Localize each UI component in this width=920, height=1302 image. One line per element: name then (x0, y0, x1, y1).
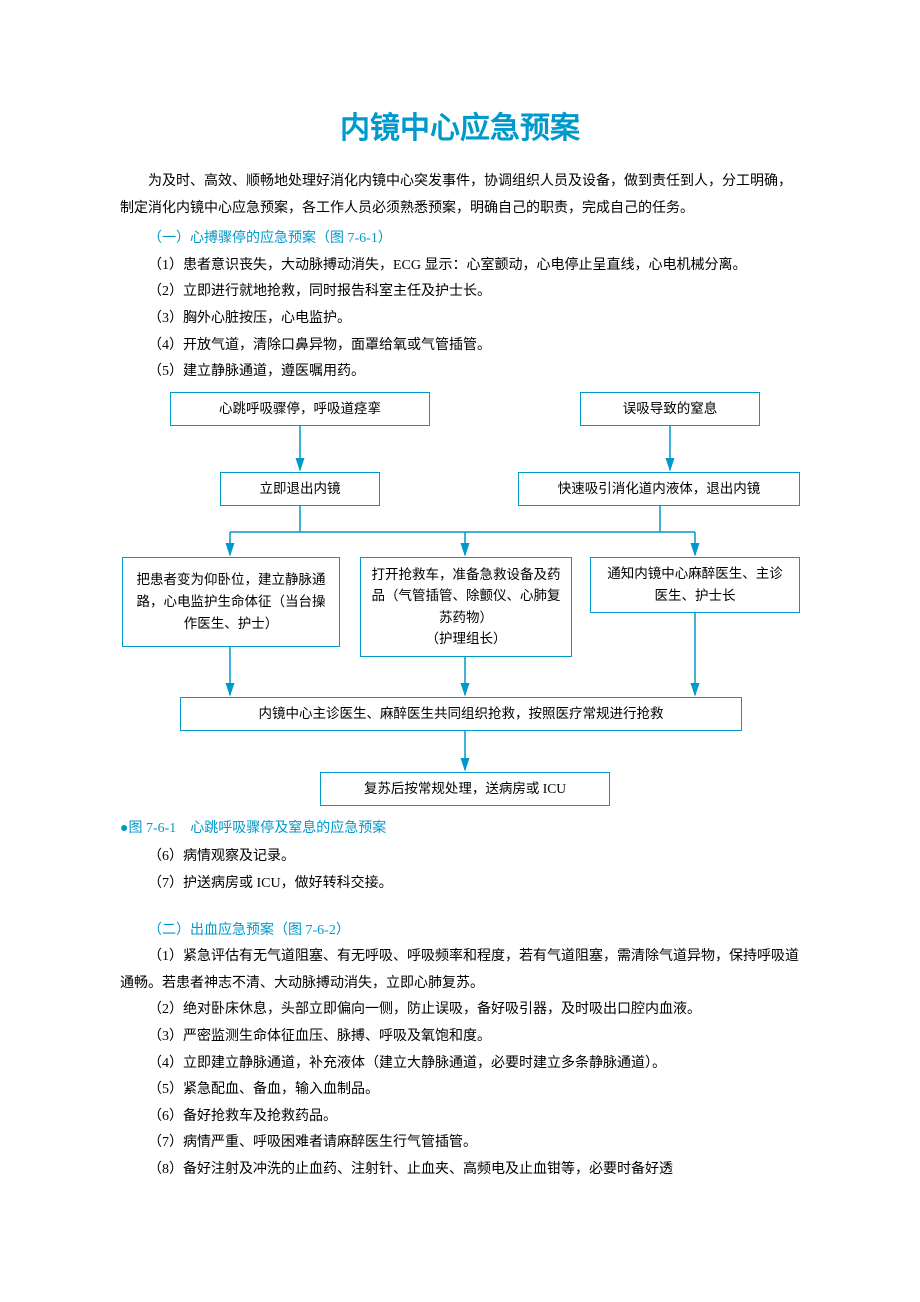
flowchart-7-6-1: 心跳呼吸骤停，呼吸道痉挛 误吸导致的窒息立即退出内镜 快速吸引消化道内液体，退出内镜… (120, 392, 800, 812)
flowchart-node: 心跳呼吸骤停，呼吸道痉挛 (170, 392, 430, 426)
list-item: （4）开放气道，清除口鼻异物，面罩给氧或气管插管。 (120, 333, 800, 360)
list-item: （5）紧急配血、备血，输入血制品。 (120, 1077, 800, 1104)
list-item: （7）护送病房或 ICU，做好转科交接。 (120, 871, 800, 898)
page-title: 内镜中心应急预案 (120, 100, 800, 157)
section-2-heading: （二）出血应急预案（图 7-6-2） (120, 918, 800, 945)
section-1-items-pre: （1）患者意识丧失，大动脉搏动消失，ECG 显示：心室颤动，心电停止呈直线，心电… (120, 253, 800, 386)
intro-paragraph: 为及时、高效、顺畅地处理好消化内镜中心突发事件，协调组织人员及设备，做到责任到人… (120, 169, 800, 222)
list-item: （3）严密监测生命体征血压、脉搏、呼吸及氧饱和度。 (120, 1024, 800, 1051)
list-item: （8）备好注射及冲洗的止血药、注射针、止血夹、高频电及止血钳等，必要时备好透 (120, 1157, 800, 1184)
flowchart-node: 快速吸引消化道内液体，退出内镜 (518, 472, 800, 506)
list-item: （2）绝对卧床休息，头部立即偏向一侧，防止误吸，备好吸引器，及时吸出口腔内血液。 (120, 997, 800, 1024)
flowchart-node: 复苏后按常规处理，送病房或 ICU (320, 772, 610, 806)
list-item: （6）备好抢救车及抢救药品。 (120, 1104, 800, 1131)
list-item: （3）胸外心脏按压，心电监护。 (120, 306, 800, 333)
section-1-heading: （一）心搏骤停的应急预案（图 7-6-1） (120, 226, 800, 253)
list-item: （1）患者意识丧失，大动脉搏动消失，ECG 显示：心室颤动，心电停止呈直线，心电… (120, 253, 800, 280)
flowchart-node: 通知内镜中心麻醉医生、主诊医生、护士长 (590, 557, 800, 613)
figure-caption-7-6-1: ●图 7-6-1 心跳呼吸骤停及窒息的应急预案 (120, 816, 800, 843)
flowchart-node: 立即退出内镜 (220, 472, 380, 506)
list-item: （6）病情观察及记录。 (120, 844, 800, 871)
flowchart-node: 内镜中心主诊医生、麻醉医生共同组织抢救，按照医疗常规进行抢救 (180, 697, 742, 731)
list-item: （1）紧急评估有无气道阻塞、有无呼吸、呼吸频率和程度，若有气道阻塞，需清除气道异… (120, 944, 800, 997)
section-1-items-post: （6）病情观察及记录。（7）护送病房或 ICU，做好转科交接。 (120, 844, 800, 897)
flowchart-node: 误吸导致的窒息 (580, 392, 760, 426)
flowchart-node: 把患者变为仰卧位，建立静脉通路，心电监护生命体征（当台操作医生、护士） (122, 557, 340, 647)
list-item: （2）立即进行就地抢救，同时报告科室主任及护士长。 (120, 279, 800, 306)
list-item: （5）建立静脉通道，遵医嘱用药。 (120, 359, 800, 386)
list-item: （4）立即建立静脉通道，补充液体（建立大静脉通道，必要时建立多条静脉通道）。 (120, 1051, 800, 1078)
section-2-items: （1）紧急评估有无气道阻塞、有无呼吸、呼吸频率和程度，若有气道阻塞，需清除气道异… (120, 944, 800, 1183)
list-item: （7）病情严重、呼吸困难者请麻醉医生行气管插管。 (120, 1130, 800, 1157)
flowchart-node: 打开抢救车，准备急救设备及药品（气管插管、除颤仪、心肺复苏药物） （护理组长） (360, 557, 572, 657)
